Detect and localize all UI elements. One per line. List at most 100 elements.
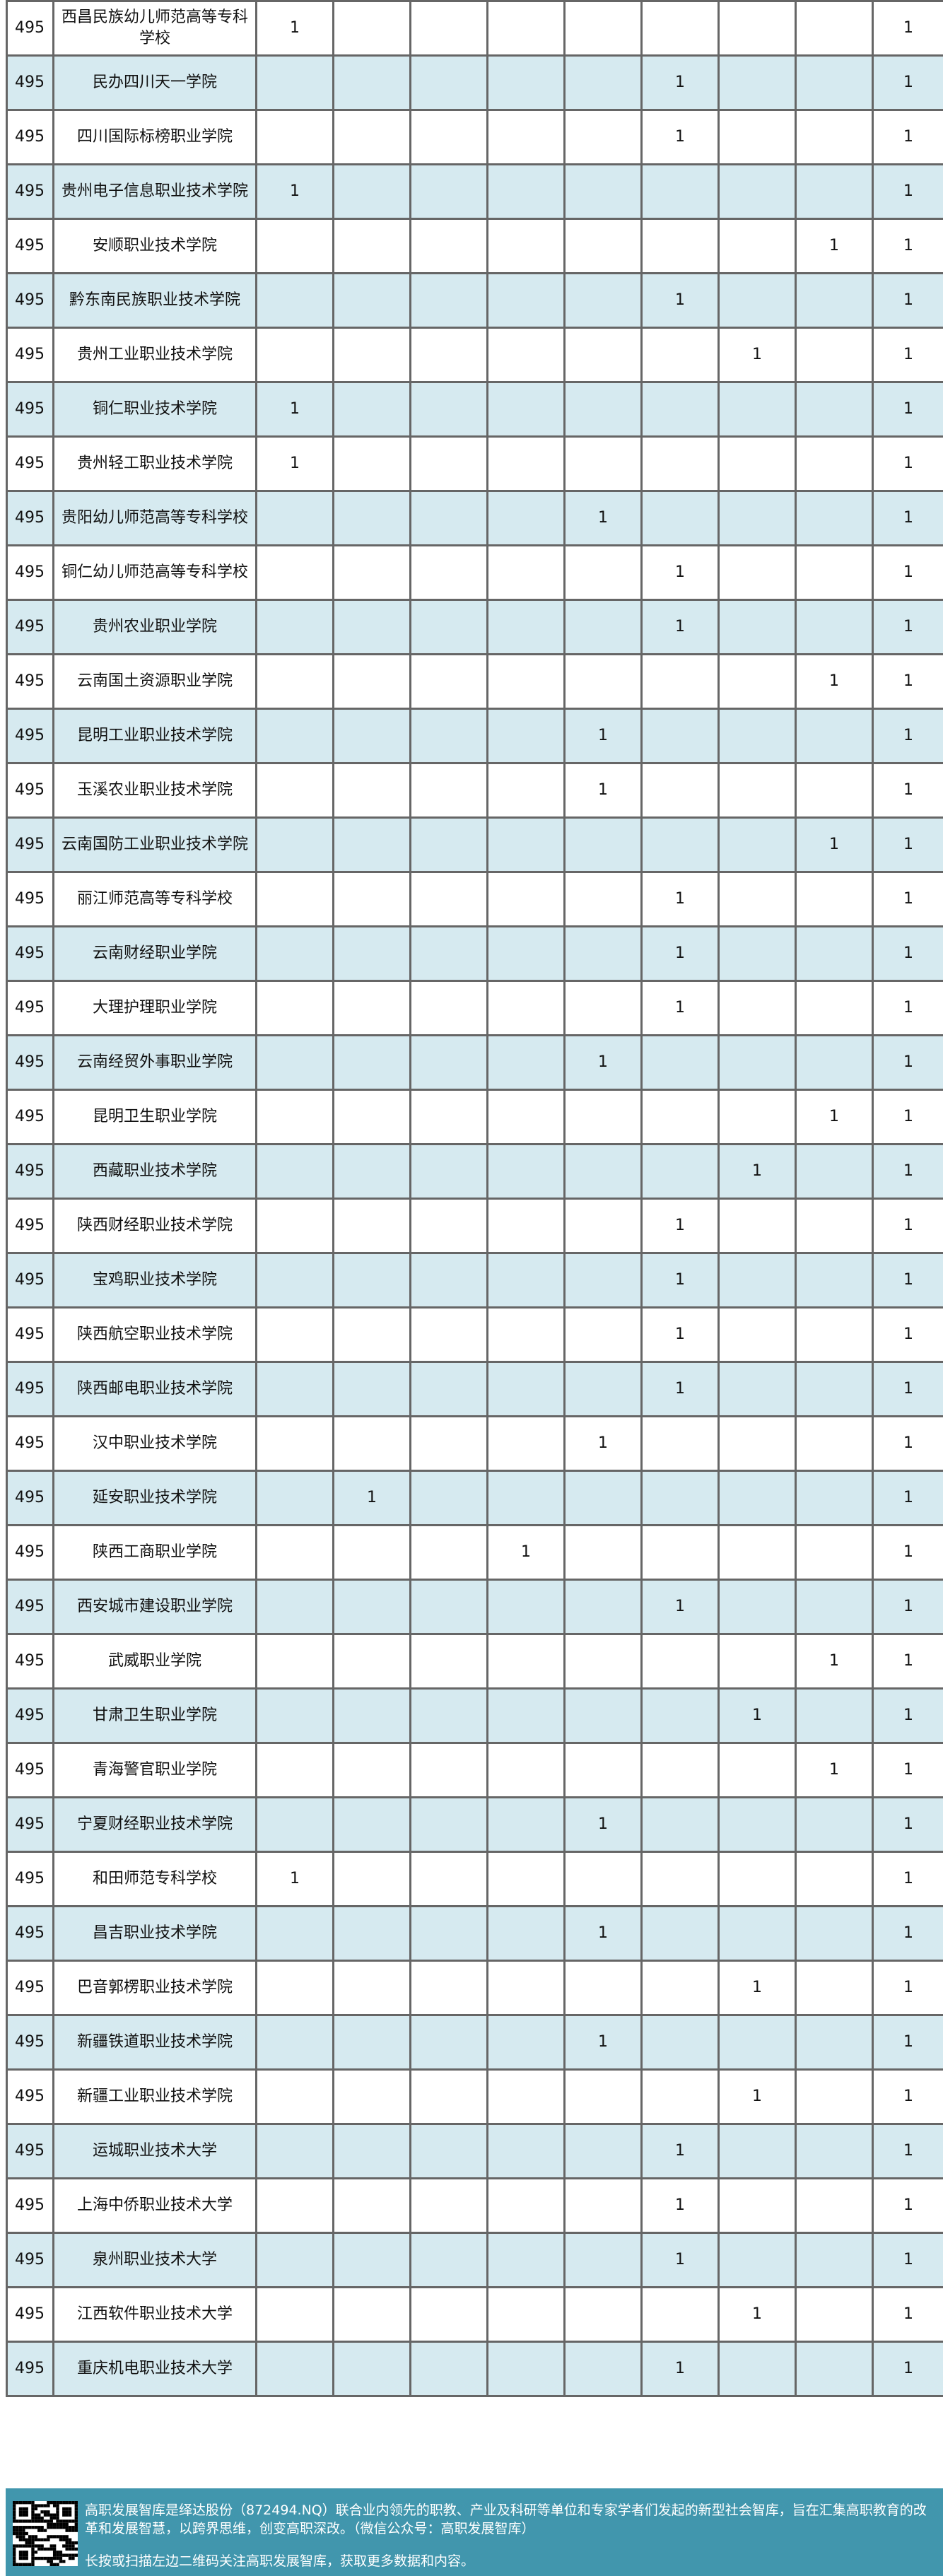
value-cell bbox=[563, 327, 643, 383]
school-name-cell: 西藏职业技术学院 bbox=[52, 1143, 257, 1200]
value-cell bbox=[795, 544, 874, 601]
value-cell: 1 bbox=[718, 2286, 797, 2343]
value-cell bbox=[486, 2177, 566, 2234]
value-cell: 1 bbox=[640, 54, 720, 111]
school-name-cell: 新疆工业职业技术学院 bbox=[52, 2068, 257, 2125]
value-cell bbox=[409, 1687, 488, 1744]
value-cell bbox=[563, 1361, 643, 1417]
table-row: 495 大理护理职业学院 1 1 bbox=[6, 980, 943, 1036]
value-cell bbox=[486, 327, 566, 383]
value-cell bbox=[332, 272, 411, 329]
value-cell bbox=[409, 1306, 488, 1363]
value-cell: 1 bbox=[795, 816, 874, 873]
value-cell bbox=[486, 1415, 566, 1472]
value-cell: 1 bbox=[563, 2014, 643, 2071]
rank-cell: 495 bbox=[6, 1415, 54, 1472]
value-cell bbox=[718, 1742, 797, 1798]
value-cell bbox=[409, 1089, 488, 1145]
value-cell bbox=[795, 1524, 874, 1581]
value-cell bbox=[255, 1252, 334, 1309]
value-cell bbox=[795, 109, 874, 165]
value-cell bbox=[486, 1252, 566, 1309]
table-row: 495 陕西航空职业技术学院 1 1 bbox=[6, 1306, 943, 1363]
total-cell: 1 bbox=[872, 1361, 943, 1417]
value-cell bbox=[563, 1742, 643, 1798]
value-cell bbox=[255, 327, 334, 383]
value-cell bbox=[409, 1361, 488, 1417]
total-cell: 1 bbox=[872, 0, 943, 57]
school-name-cell: 陕西邮电职业技术学院 bbox=[52, 1361, 257, 1417]
school-name-cell: 大理护理职业学院 bbox=[52, 980, 257, 1036]
rank-cell: 495 bbox=[6, 1742, 54, 1798]
value-cell bbox=[255, 1089, 334, 1145]
value-cell bbox=[409, 2341, 488, 2397]
value-cell bbox=[409, 980, 488, 1036]
value-cell bbox=[255, 980, 334, 1036]
value-cell bbox=[486, 2341, 566, 2397]
school-name-cell: 贵州轻工职业技术学院 bbox=[52, 435, 257, 492]
table-row: 495 新疆铁道职业技术学院 1 1 bbox=[6, 2014, 943, 2071]
total-cell: 1 bbox=[872, 2177, 943, 2234]
value-cell bbox=[332, 2341, 411, 2397]
table-row: 495 上海中侨职业技术大学 1 1 bbox=[6, 2177, 943, 2234]
value-cell bbox=[718, 1306, 797, 1363]
value-cell bbox=[718, 1796, 797, 1853]
value-cell bbox=[718, 1579, 797, 1635]
qr-code-icon[interactable] bbox=[13, 2501, 78, 2566]
value-cell bbox=[332, 1633, 411, 1690]
value-cell bbox=[640, 435, 720, 492]
value-cell bbox=[718, 925, 797, 982]
value-cell bbox=[332, 327, 411, 383]
value-cell: 1 bbox=[640, 1361, 720, 1417]
value-cell bbox=[332, 435, 411, 492]
value-cell bbox=[795, 54, 874, 111]
value-cell bbox=[409, 2068, 488, 2125]
value-cell bbox=[486, 435, 566, 492]
value-cell bbox=[255, 2341, 334, 2397]
total-cell: 1 bbox=[872, 1252, 943, 1309]
value-cell bbox=[486, 381, 566, 438]
school-name-cell: 江西软件职业技术大学 bbox=[52, 2286, 257, 2343]
school-name-cell: 昆明工业职业技术学院 bbox=[52, 708, 257, 764]
value-cell bbox=[718, 1361, 797, 1417]
value-cell bbox=[332, 1687, 411, 1744]
value-cell bbox=[640, 1524, 720, 1581]
table-row: 495 铜仁幼儿师范高等专科学校 1 1 bbox=[6, 544, 943, 601]
value-cell bbox=[409, 2286, 488, 2343]
school-name-cell: 贵州农业职业学院 bbox=[52, 599, 257, 655]
table-row: 495 玉溪农业职业技术学院 1 1 bbox=[6, 762, 943, 819]
value-cell bbox=[332, 925, 411, 982]
table-row: 495 青海警官职业学院 1 1 bbox=[6, 1742, 943, 1798]
value-cell bbox=[486, 1089, 566, 1145]
value-cell bbox=[563, 1143, 643, 1200]
table-row: 495 江西软件职业技术大学 1 1 bbox=[6, 2286, 943, 2343]
value-cell bbox=[332, 816, 411, 873]
rank-cell: 495 bbox=[6, 1306, 54, 1363]
table-row: 495 四川国际标榜职业学院 1 1 bbox=[6, 109, 943, 165]
total-cell: 1 bbox=[872, 2341, 943, 2397]
table-row: 495 西藏职业技术学院 1 1 bbox=[6, 1143, 943, 1200]
value-cell bbox=[640, 1796, 720, 1853]
rank-cell: 495 bbox=[6, 925, 54, 982]
value-cell bbox=[409, 109, 488, 165]
rank-cell: 495 bbox=[6, 109, 54, 165]
table-row: 495 云南经贸外事职业学院 1 1 bbox=[6, 1034, 943, 1091]
table-row: 495 甘肃卫生职业学院 1 1 bbox=[6, 1687, 943, 1744]
value-cell bbox=[332, 2014, 411, 2071]
total-cell: 1 bbox=[872, 544, 943, 601]
value-cell bbox=[795, 2068, 874, 2125]
value-cell bbox=[332, 1252, 411, 1309]
value-cell bbox=[255, 2014, 334, 2071]
value-cell bbox=[563, 1306, 643, 1363]
value-cell bbox=[795, 2341, 874, 2397]
table-row: 495 西安城市建设职业学院 1 1 bbox=[6, 1579, 943, 1635]
value-cell: 1 bbox=[640, 1306, 720, 1363]
value-cell bbox=[332, 1361, 411, 1417]
value-cell bbox=[718, 2177, 797, 2234]
value-cell bbox=[563, 544, 643, 601]
value-cell bbox=[718, 54, 797, 111]
value-cell: 1 bbox=[563, 1905, 643, 1962]
value-cell bbox=[332, 1143, 411, 1200]
rank-cell: 495 bbox=[6, 1796, 54, 1853]
value-cell bbox=[563, 871, 643, 927]
